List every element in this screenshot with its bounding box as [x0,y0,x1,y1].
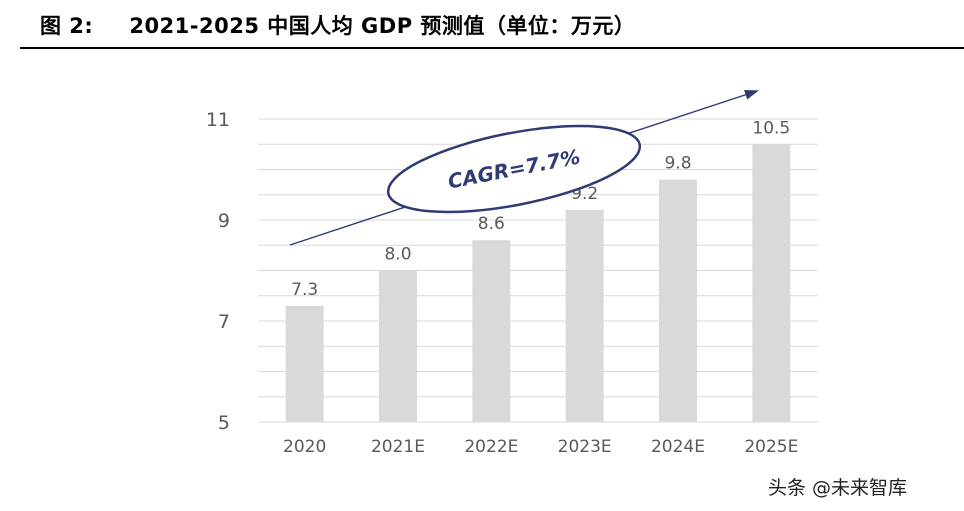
y-tick-label: 11 [206,109,230,131]
watermark: 头条 @未来智库 [768,477,908,499]
bar [752,144,791,422]
x-tick-label: 2023E [558,437,612,457]
data-label: 8.6 [478,214,505,234]
gridlines [258,118,818,423]
data-label: 10.5 [752,118,790,138]
y-tick-label: 7 [218,311,230,333]
data-label: 8.0 [384,245,411,265]
x-tick-label: 2024E [651,437,705,457]
bar [379,270,417,422]
y-tick-label: 5 [218,412,230,434]
x-tick-label: 2022E [464,437,518,457]
figure-title: 图 2: 2021-2025 中国人均 GDP 预测值（单位：万元） [40,10,635,40]
x-tick-label: 2025E [744,437,798,457]
data-labels: 7.38.08.69.29.810.5 [291,118,790,300]
y-axis-ticks: 5 7 9 11 [206,109,230,434]
x-tick-label: 2021E [371,437,425,457]
title-divider [20,47,964,49]
cagr-annotation: CAGR=7.7% [289,90,759,246]
figure-title-text: 2021-2025 中国人均 GDP 预测值（单位：万元） [129,14,636,38]
bar [565,209,604,422]
figure-label: 图 2: [40,14,94,38]
x-tick-label: 2020 [283,437,326,457]
bars [285,144,791,422]
bar [472,240,511,422]
cagr-ellipse [386,124,642,214]
x-axis-ticks: 2020 2021E 2022E 2023E 2024E 2025E [283,437,798,457]
bar [285,305,324,422]
data-label: 7.3 [291,280,318,300]
bar [659,179,697,422]
data-label: 9.8 [664,154,691,174]
y-tick-label: 9 [218,210,230,232]
